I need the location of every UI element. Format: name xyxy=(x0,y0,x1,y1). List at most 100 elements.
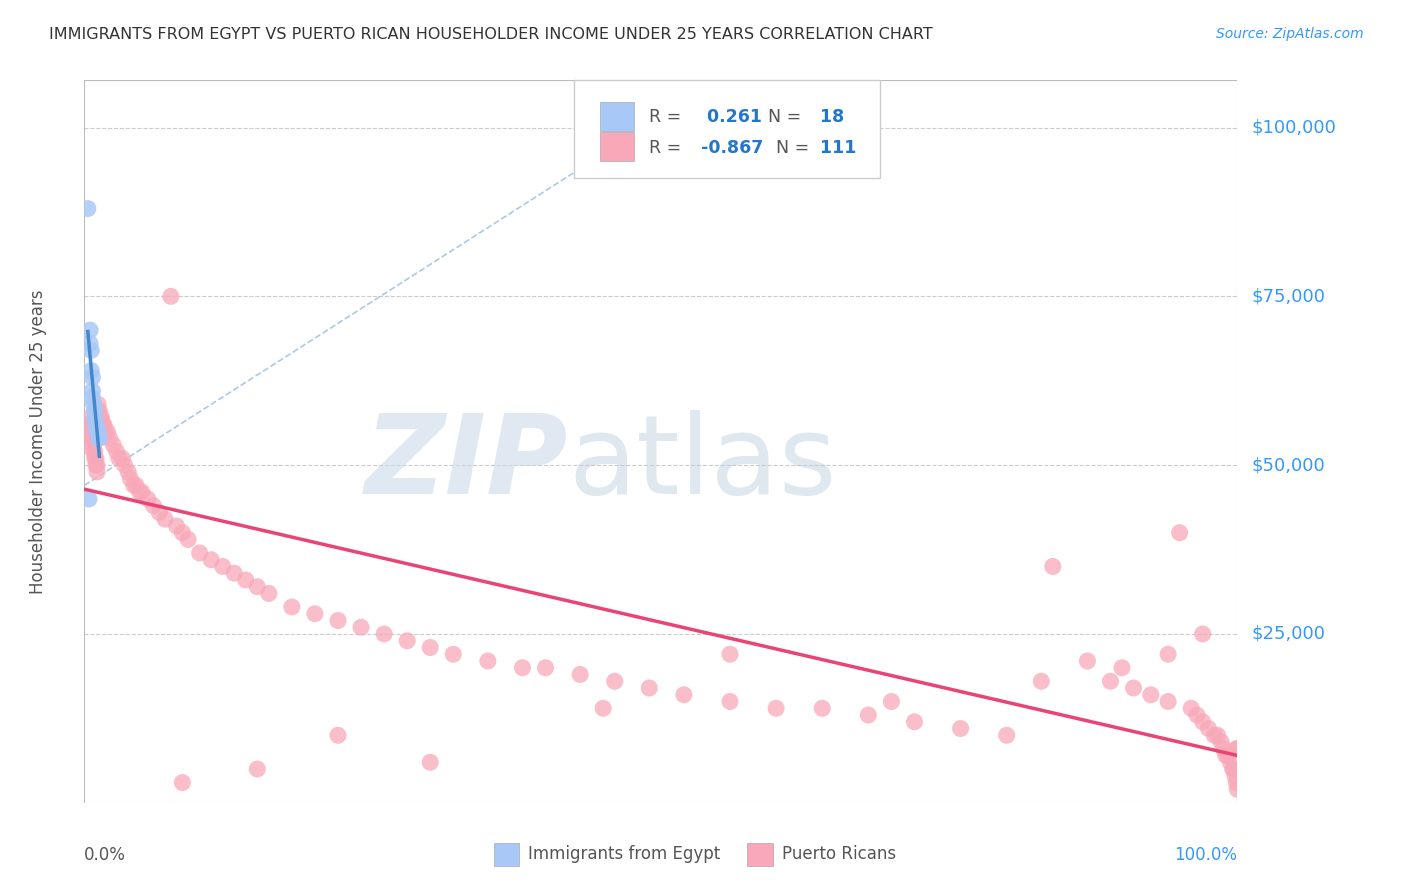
Point xyxy=(82,384,104,398)
Point xyxy=(246,580,269,594)
FancyBboxPatch shape xyxy=(600,102,634,130)
Point xyxy=(160,289,183,303)
Point xyxy=(82,370,104,384)
Point xyxy=(1031,674,1053,689)
Text: $100,000: $100,000 xyxy=(1251,119,1336,136)
Point xyxy=(718,694,741,708)
Point xyxy=(76,411,98,425)
Point xyxy=(1226,782,1249,797)
Point xyxy=(1140,688,1163,702)
Point xyxy=(1219,756,1241,770)
Point xyxy=(257,586,280,600)
Point xyxy=(87,431,110,445)
Point xyxy=(79,323,101,337)
Point xyxy=(131,485,153,500)
Point xyxy=(89,411,111,425)
Point xyxy=(91,417,114,432)
Point xyxy=(86,425,108,439)
Point xyxy=(350,620,373,634)
Point xyxy=(94,425,117,439)
Point xyxy=(86,465,108,479)
Point xyxy=(1226,762,1249,776)
Point xyxy=(211,559,233,574)
Point xyxy=(718,647,741,661)
Point xyxy=(1076,654,1098,668)
Point xyxy=(1191,714,1213,729)
Point xyxy=(1185,708,1208,723)
Point xyxy=(534,661,557,675)
Point xyxy=(89,404,111,418)
Point xyxy=(122,478,145,492)
Text: R =: R = xyxy=(650,138,688,157)
Point xyxy=(1099,674,1122,689)
Point xyxy=(80,431,103,445)
Point xyxy=(1180,701,1202,715)
Text: ZIP: ZIP xyxy=(366,409,568,516)
Point xyxy=(765,701,787,715)
Point xyxy=(373,627,395,641)
Point xyxy=(96,425,118,439)
Text: Source: ZipAtlas.com: Source: ZipAtlas.com xyxy=(1216,27,1364,41)
Text: $75,000: $75,000 xyxy=(1251,287,1324,305)
Point xyxy=(419,756,441,770)
Point xyxy=(1206,728,1229,742)
Point xyxy=(128,485,150,500)
FancyBboxPatch shape xyxy=(494,843,519,865)
Point xyxy=(441,647,464,661)
Text: Immigrants from Egypt: Immigrants from Egypt xyxy=(529,845,720,863)
Point xyxy=(84,417,107,432)
Point xyxy=(1204,728,1226,742)
Point xyxy=(1157,694,1180,708)
Point xyxy=(166,519,188,533)
Point xyxy=(858,708,880,723)
Text: $50,000: $50,000 xyxy=(1251,456,1324,475)
Text: 111: 111 xyxy=(814,138,856,157)
Point xyxy=(1212,741,1234,756)
Point xyxy=(79,336,101,351)
Point xyxy=(83,438,105,452)
Text: $25,000: $25,000 xyxy=(1251,625,1324,643)
Point xyxy=(87,404,110,418)
FancyBboxPatch shape xyxy=(748,843,773,865)
Point xyxy=(83,411,105,425)
Point xyxy=(995,728,1018,742)
Point xyxy=(86,458,108,472)
Point xyxy=(1223,762,1246,776)
Point xyxy=(1225,741,1247,756)
Point xyxy=(82,391,104,405)
Point xyxy=(105,444,128,458)
Text: R =: R = xyxy=(650,108,688,126)
Point xyxy=(672,688,695,702)
Point xyxy=(188,546,211,560)
Text: Householder Income Under 25 years: Householder Income Under 25 years xyxy=(30,289,48,594)
Point xyxy=(114,458,136,472)
Point xyxy=(1223,769,1246,783)
Point xyxy=(79,425,101,439)
Point xyxy=(103,438,124,452)
Point xyxy=(120,472,142,486)
Point xyxy=(592,701,614,715)
Point xyxy=(326,614,349,628)
Point xyxy=(87,425,110,439)
Point xyxy=(80,343,103,358)
Point xyxy=(1191,627,1213,641)
Point xyxy=(1211,735,1233,749)
Point xyxy=(949,722,972,736)
Point xyxy=(83,444,105,458)
Point xyxy=(148,505,170,519)
Point xyxy=(477,654,499,668)
Point xyxy=(83,404,105,418)
Point xyxy=(172,775,194,789)
Text: 18: 18 xyxy=(814,108,845,126)
Point xyxy=(172,525,194,540)
Point xyxy=(903,714,925,729)
Point xyxy=(84,458,107,472)
Point xyxy=(603,674,626,689)
Point xyxy=(82,431,104,445)
Point xyxy=(1042,559,1064,574)
Point xyxy=(93,417,115,432)
Text: 0.0%: 0.0% xyxy=(84,847,127,864)
Point xyxy=(638,681,661,695)
Point xyxy=(117,465,139,479)
Point xyxy=(235,573,257,587)
